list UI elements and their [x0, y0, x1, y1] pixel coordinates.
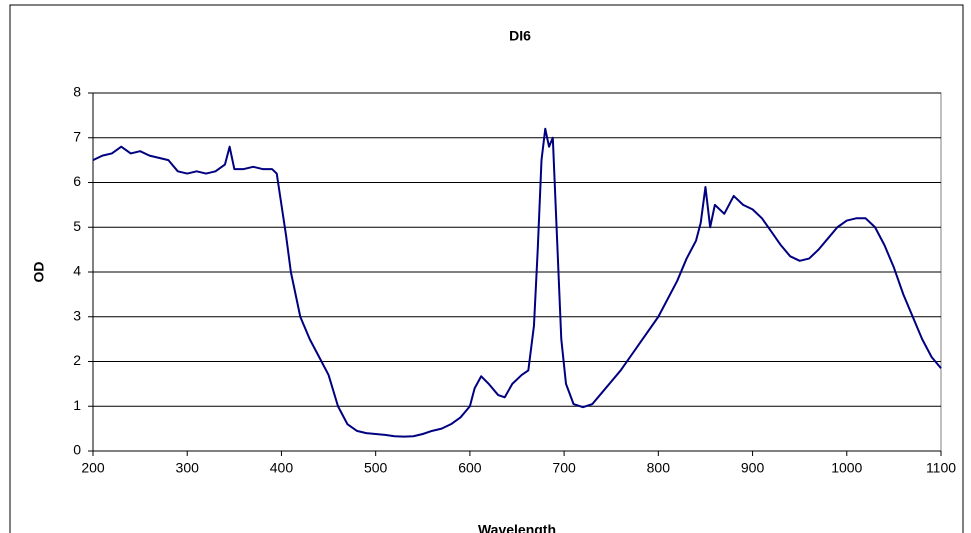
y-tick-label: 5	[73, 218, 81, 234]
chart-title: DI6	[509, 28, 531, 44]
y-tick-label: 6	[73, 173, 81, 189]
x-tick-label: 1100	[926, 460, 956, 476]
y-axis-label: OD	[31, 262, 47, 283]
x-tick-label: 500	[364, 460, 388, 476]
x-tick-label: 600	[458, 460, 482, 476]
y-tick-label: 3	[73, 307, 81, 323]
x-tick-label: 300	[176, 460, 200, 476]
y-tick-label: 4	[73, 263, 81, 279]
y-tick-label: 1	[73, 397, 81, 413]
y-tick-label: 8	[73, 84, 81, 100]
x-axis-label: Wavelength	[478, 522, 556, 533]
y-tick-label: 2	[73, 352, 81, 368]
x-tick-label: 900	[741, 460, 765, 476]
x-tick-label: 1000	[831, 460, 862, 476]
data-line	[92, 127, 942, 438]
x-tick-label: 400	[270, 460, 294, 476]
y-tick-label: 0	[73, 442, 81, 458]
x-tick-label: 700	[552, 460, 576, 476]
x-tick-label: 200	[81, 460, 105, 476]
y-tick-label: 7	[73, 128, 81, 144]
x-tick-label: 800	[647, 460, 671, 476]
